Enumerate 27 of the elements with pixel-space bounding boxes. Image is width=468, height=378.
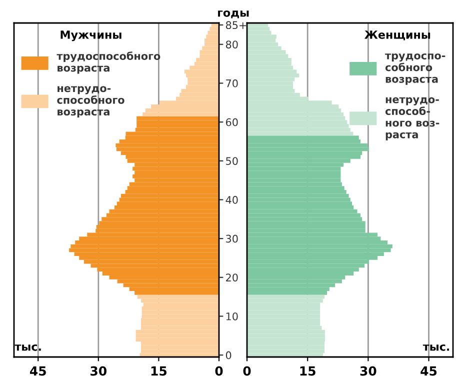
legend-title: Женщины xyxy=(364,30,430,40)
x-tick-label: 45 xyxy=(420,366,437,376)
x-tick-label: 0 xyxy=(243,366,251,376)
y-tick-label: 70 xyxy=(226,79,238,88)
legend-label: нетрудо- способного возраста xyxy=(57,86,124,118)
legend-title: Мужчины xyxy=(60,30,122,42)
x-tick-label: 15 xyxy=(151,366,167,376)
x-tick-label: 45 xyxy=(30,366,46,376)
y-tick-label: 60 xyxy=(226,118,238,126)
y-axis-title: годы xyxy=(218,10,249,18)
x-tick-label: 15 xyxy=(300,366,316,376)
x-tick-label: 30 xyxy=(360,366,376,376)
x-axis-title: тыс. xyxy=(422,344,450,351)
y-tick-label: 0 xyxy=(226,351,232,360)
legend-label: трудоспособного возраста xyxy=(56,52,160,74)
y-tick-label: 30 xyxy=(226,234,238,243)
legend-label: нетрудо- способ- ного воз- раста xyxy=(385,97,440,140)
x-tick-label: 0 xyxy=(215,366,223,376)
y-tick-label: 50 xyxy=(226,157,238,165)
legend-label: трудоспо- собного возраста xyxy=(385,53,446,85)
y-tick-label: 80 xyxy=(226,40,238,48)
y-tick-label: 85+ xyxy=(226,21,246,30)
x-axis-title: тыс. xyxy=(14,344,41,351)
y-tick-label: 10 xyxy=(226,312,238,320)
y-tick-label: 20 xyxy=(226,274,238,282)
x-tick-label: 30 xyxy=(90,366,107,376)
y-tick-label: 40 xyxy=(226,196,238,204)
